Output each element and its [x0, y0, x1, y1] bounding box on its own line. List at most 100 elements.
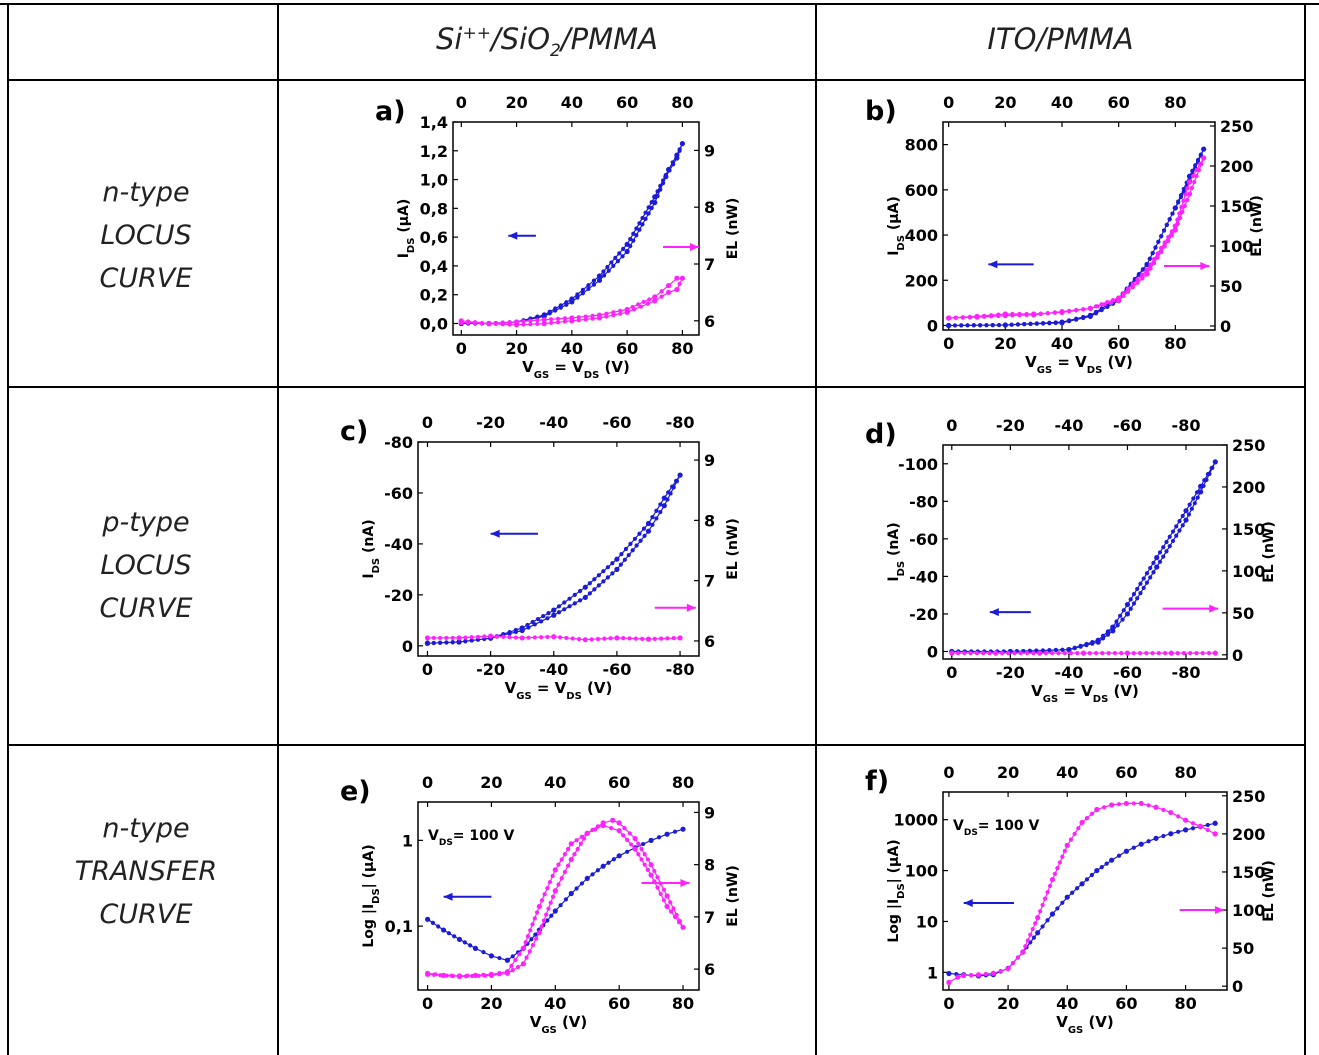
data-point-current	[1170, 529, 1176, 534]
row-label-n-type-transfer: n-type TRANSFER CURVE	[74, 813, 218, 930]
data-point-current	[1116, 853, 1122, 858]
data-point-current	[632, 536, 638, 541]
data-point-el	[1153, 804, 1159, 810]
data-point-el	[517, 951, 522, 957]
data-point-current	[1135, 586, 1140, 592]
data-point-current	[1153, 835, 1159, 841]
data-point-current	[634, 233, 639, 238]
data-point-current	[436, 924, 441, 929]
data-point-el	[1116, 802, 1122, 807]
data-point-current	[615, 259, 621, 264]
data-point-current	[640, 222, 645, 227]
data-point-el	[1002, 313, 1008, 319]
data-point-current	[959, 323, 964, 328]
data-point-el	[509, 963, 514, 968]
y-left-axis-label: Log |IDS| (µA)	[886, 839, 907, 942]
data-point-current	[666, 490, 671, 495]
data-point-current	[606, 860, 611, 865]
data-point-current	[1153, 245, 1158, 250]
data-point-current	[1079, 881, 1085, 887]
data-point-current	[1157, 550, 1163, 555]
data-point-current	[1170, 211, 1175, 216]
data-point-el	[1130, 285, 1135, 290]
data-point-current	[546, 611, 551, 616]
y-right-tick-label: 8	[704, 198, 715, 217]
x-axis-label: VGS = VDS (V)	[1025, 353, 1133, 376]
data-point-current	[1015, 322, 1021, 327]
x-tick-label-top: -60	[1113, 416, 1142, 435]
data-point-current	[1140, 267, 1146, 272]
data-point-el	[668, 909, 674, 914]
data-point-current	[468, 943, 473, 948]
data-point-el	[463, 974, 468, 979]
data-point-el	[1038, 311, 1043, 317]
data-point-current	[592, 577, 597, 582]
data-point-el	[590, 316, 595, 321]
data-point-current	[626, 552, 631, 558]
data-point-current	[1131, 592, 1137, 597]
data-point-current	[510, 954, 515, 959]
data-point-el	[1121, 291, 1126, 296]
y-left-tick-label: -20	[384, 586, 413, 605]
data-point-current	[1131, 845, 1136, 850]
data-point-current	[539, 619, 544, 624]
data-point-el	[676, 920, 682, 925]
data-point-el	[541, 321, 547, 327]
row-label-p-type-locus: p-type LOCUS CURVE	[99, 507, 193, 624]
column-header-ito-pmma: ITO/PMMA	[987, 22, 1134, 56]
data-point-el	[539, 924, 544, 929]
x-tick-label: 80	[1174, 994, 1196, 1013]
data-point-el	[1102, 805, 1107, 810]
data-point-current	[610, 571, 615, 576]
data-point-el	[974, 651, 979, 656]
y-left-tick-label: 1	[927, 963, 938, 982]
data-point-el	[532, 635, 537, 640]
y-right-tick-label: 50	[1232, 939, 1254, 958]
data-point-el	[1140, 272, 1145, 277]
data-point-el	[962, 651, 967, 656]
y-left-tick-label: -60	[909, 530, 938, 549]
data-point-el	[1110, 297, 1116, 303]
data-point-current	[533, 932, 538, 937]
data-point-el	[1037, 650, 1043, 656]
data-point-current	[567, 596, 572, 601]
data-point-el	[513, 957, 518, 963]
data-point-current	[596, 277, 603, 283]
data-point-el	[504, 970, 511, 976]
data-point-el	[608, 636, 613, 641]
data-point-el	[568, 841, 574, 847]
data-point-current	[996, 322, 1002, 328]
data-point-current	[601, 579, 606, 584]
data-point-el	[1126, 286, 1131, 291]
data-point-current	[654, 508, 659, 513]
data-point-el	[1161, 807, 1166, 812]
data-point-el	[647, 297, 652, 302]
data-point-current	[549, 913, 554, 918]
data-point-current	[656, 835, 662, 840]
data-point-el	[1131, 801, 1136, 806]
x-tick-label-top: 80	[1174, 763, 1196, 782]
x-tick-label: 20	[994, 334, 1016, 353]
y-right-tick-label: 7	[704, 255, 715, 274]
data-point-current	[591, 282, 597, 287]
data-point-current	[1118, 613, 1123, 618]
data-point-current	[1178, 193, 1184, 198]
data-point-el	[611, 313, 616, 318]
data-point-current	[1090, 640, 1095, 645]
x-tick-label: 0	[422, 994, 433, 1013]
y-left-tick-label: 0,8	[420, 199, 448, 218]
data-point-el	[494, 634, 500, 639]
data-point-el	[1059, 309, 1065, 315]
data-point-current	[556, 610, 562, 615]
data-point-el	[493, 321, 498, 327]
x-tick-label: 40	[561, 339, 583, 358]
data-point-el	[528, 322, 533, 327]
data-point-current	[1150, 251, 1155, 256]
data-point-el	[1176, 814, 1181, 819]
data-point-current	[1182, 827, 1189, 833]
y-right-axis-label: EL (nW)	[1261, 521, 1277, 583]
data-point-el	[616, 828, 622, 834]
data-point-el	[1206, 651, 1212, 656]
data-point-el	[1181, 198, 1186, 203]
data-point-el	[1126, 289, 1131, 294]
